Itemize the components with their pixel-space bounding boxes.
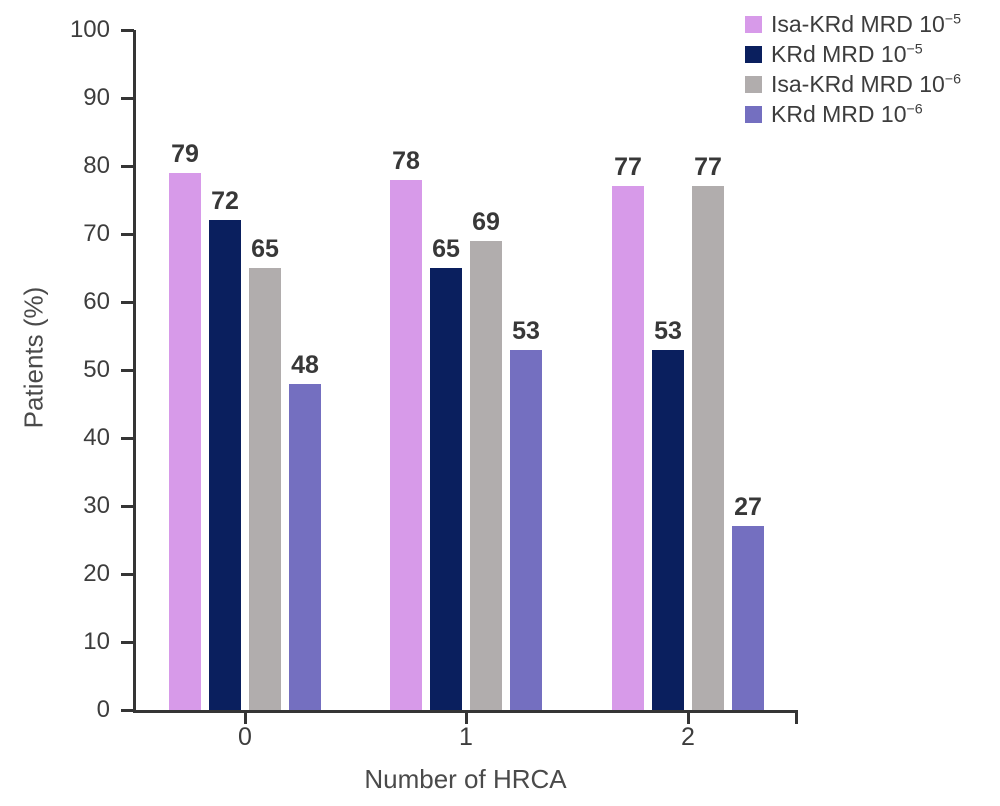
y-tick-label: 10 — [83, 628, 110, 655]
bar-wrap: 72 — [209, 30, 241, 710]
x-tick-mark — [687, 712, 690, 724]
legend-item: Isa-KRd MRD 10−5 — [745, 12, 961, 36]
legend-label: KRd MRD 10−5 — [771, 41, 923, 67]
y-tick-label: 100 — [69, 16, 110, 43]
bar-value-label: 72 — [211, 187, 239, 216]
bar-wrap: 77 — [692, 30, 724, 710]
bar-isa-krd-mrd-10 — [390, 179, 422, 710]
y-tick-mark — [121, 709, 134, 712]
y-tick-mark — [121, 97, 134, 100]
legend-label: Isa-KRd MRD 10−6 — [771, 71, 962, 97]
y-tick-label: 70 — [83, 220, 110, 247]
y-tick-label: 40 — [83, 424, 110, 451]
legend-swatch-icon — [745, 15, 762, 33]
x-axis-line — [133, 710, 798, 713]
bar-isa-krd-mrd-10 — [692, 186, 724, 710]
bar-wrap: 79 — [169, 30, 201, 710]
y-tick-mark — [121, 437, 134, 440]
y-tick-label: 20 — [83, 560, 110, 587]
bar-isa-krd-mrd-10 — [169, 172, 201, 710]
bar-wrap: 53 — [652, 30, 684, 710]
bar-wrap: 53 — [510, 30, 542, 710]
bar-group-hrca-0: 79 72 65 48 — [169, 30, 321, 710]
bar-group-hrca-2: 77 53 77 27 — [612, 30, 764, 710]
y-tick-mark — [121, 505, 134, 508]
legend-item: KRd MRD 10−6 — [745, 102, 961, 126]
y-axis-line — [133, 30, 136, 713]
bar-wrap: 27 — [732, 30, 764, 710]
y-tick-label: 30 — [83, 492, 110, 519]
bar-krd-mrd-10 — [289, 383, 321, 710]
legend-swatch-icon — [745, 45, 762, 63]
legend-item: KRd MRD 10−5 — [745, 42, 961, 66]
bar-wrap: 77 — [612, 30, 644, 710]
x-axis-title: Number of HRCA — [364, 764, 567, 794]
bar-value-label: 53 — [512, 316, 540, 345]
bar-value-label: 27 — [734, 493, 762, 522]
bar-wrap: 48 — [289, 30, 321, 710]
y-tick-label: 60 — [83, 288, 110, 315]
bar-krd-mrd-10 — [209, 220, 241, 710]
x-tick-label: 1 — [459, 723, 473, 751]
y-tick-label: 90 — [83, 84, 110, 111]
y-tick-mark — [121, 29, 134, 32]
legend: Isa-KRd MRD 10−5 KRd MRD 10−5 Isa-KRd MRD … — [745, 12, 961, 132]
bar-value-label: 48 — [291, 350, 319, 379]
bar-krd-mrd-10 — [510, 349, 542, 710]
bar-wrap: 69 — [470, 30, 502, 710]
bar-value-label: 78 — [392, 146, 420, 175]
legend-swatch-icon — [745, 75, 762, 93]
bar-krd-mrd-10 — [652, 349, 684, 710]
x-tick-mark — [465, 712, 468, 724]
x-tick-label: 2 — [681, 723, 695, 751]
y-tick-mark — [121, 233, 134, 236]
bar-value-label: 53 — [654, 316, 682, 345]
bar-krd-mrd-10 — [430, 268, 462, 710]
y-tick-mark — [121, 301, 134, 304]
bar-wrap: 65 — [249, 30, 281, 710]
bar-value-label: 65 — [251, 235, 279, 263]
x-axis-end-tick — [795, 712, 798, 724]
legend-swatch-icon — [745, 105, 762, 123]
bar-value-label: 79 — [171, 139, 199, 168]
y-tick-label: 50 — [83, 356, 110, 383]
bar-isa-krd-mrd-10 — [249, 268, 281, 710]
x-tick-label: 0 — [238, 723, 252, 751]
bar-isa-krd-mrd-10 — [612, 186, 644, 710]
y-tick-label: 0 — [96, 696, 110, 723]
legend-label: KRd MRD 10−6 — [771, 101, 923, 127]
legend-label: Isa-KRd MRD 10−5 — [771, 11, 962, 37]
y-tick-mark — [121, 165, 134, 168]
bar-value-label: 65 — [432, 235, 460, 263]
bar-value-label: 77 — [694, 153, 722, 182]
x-tick-mark — [244, 712, 247, 724]
bar-isa-krd-mrd-10 — [470, 240, 502, 710]
bar-value-label: 69 — [472, 207, 500, 236]
bar-wrap: 65 — [430, 30, 462, 710]
bar-group-hrca-1: 78 65 69 53 — [390, 30, 542, 710]
y-tick-label: 80 — [83, 152, 110, 179]
bar-wrap: 78 — [390, 30, 422, 710]
legend-item: Isa-KRd MRD 10−6 — [745, 72, 961, 96]
bar-value-label: 77 — [614, 153, 642, 182]
bar-krd-mrd-10 — [732, 526, 764, 710]
y-tick-mark — [121, 573, 134, 576]
y-tick-mark — [121, 369, 134, 372]
y-tick-mark — [121, 641, 134, 644]
